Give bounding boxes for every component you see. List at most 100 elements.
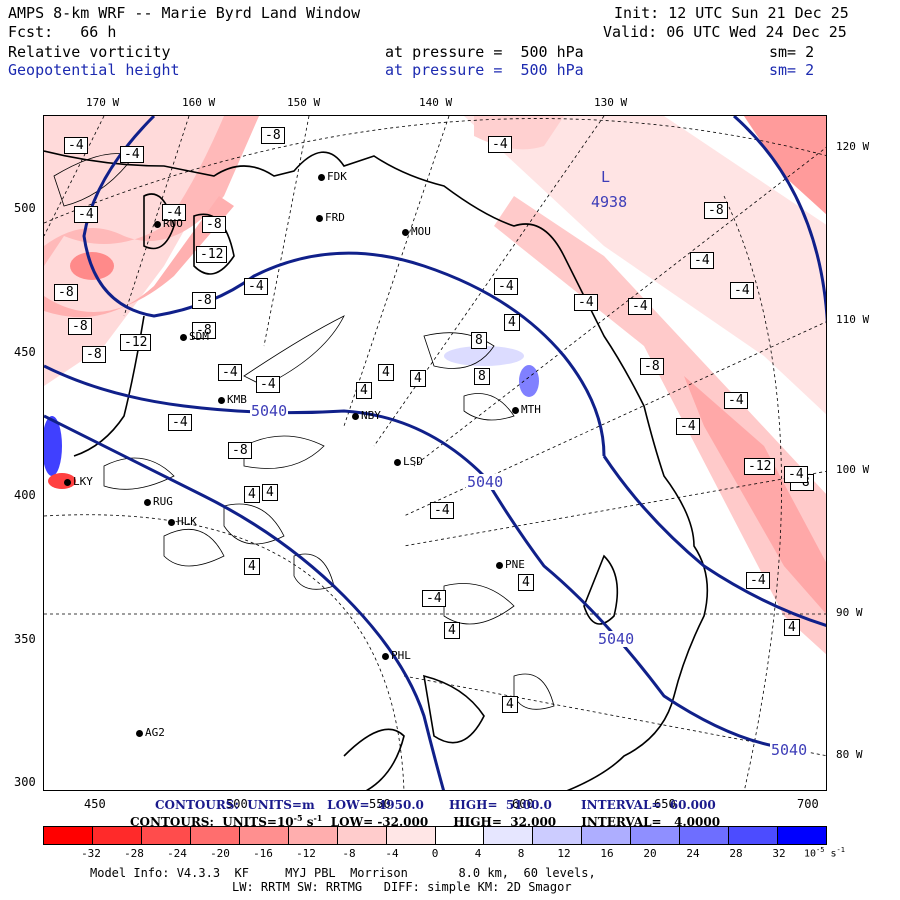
x-tick-650: 650 <box>654 797 676 811</box>
colorbar-segment <box>680 827 730 844</box>
y-tick-300: 300 <box>14 775 36 789</box>
x-tick-500: 500 <box>226 797 248 811</box>
vorticity-label: -12 <box>120 334 152 351</box>
map-title: AMPS 8-km WRF -- Marie Byrd Land Window <box>8 4 361 22</box>
lon-label-150w: 150 W <box>287 96 321 109</box>
vorticity-shade-east-strong <box>684 376 826 614</box>
vorticity-label: -4 <box>730 282 754 299</box>
vorticity-positive-core <box>519 365 539 397</box>
vorticity-label: -4 <box>244 278 268 295</box>
vorticity-label: -4 <box>628 298 652 315</box>
vorticity-label: -4 <box>64 137 88 154</box>
station-nby: NBY <box>352 410 381 421</box>
vorticity-contour-info: CONTOURS: UNITS=10-5 s-1 LOW= -32.000 HI… <box>130 813 721 829</box>
x-tick-550: 550 <box>369 797 391 811</box>
low-center-value: 4938 <box>591 193 628 211</box>
graticule <box>44 116 826 790</box>
height-label: 5040 <box>597 630 636 648</box>
vorticity-label: -4 <box>218 364 242 381</box>
vorticity-label: -4 <box>120 146 144 163</box>
vorticity-label: 4 <box>784 619 800 636</box>
vorticity-label: -4 <box>690 252 714 269</box>
station-kmb: KMB <box>218 394 247 405</box>
x-tick-600: 600 <box>512 797 534 811</box>
vorticity-shade-northeast-corner <box>744 116 826 215</box>
vorticity-label: 4 <box>244 558 260 575</box>
colorbar-label: 24 <box>686 847 700 860</box>
colorbar-segment <box>631 827 681 844</box>
colorbar-segment <box>484 827 534 844</box>
vorticity-label: -8 <box>640 358 664 375</box>
x-tick-700: 700 <box>797 797 819 811</box>
station-mth: MTH <box>512 404 541 415</box>
colorbar-segment <box>337 827 387 844</box>
station-hlk: HLK <box>168 516 197 527</box>
vorticity-label: -4 <box>746 572 770 589</box>
field2-name: Geopotential height <box>8 61 180 79</box>
vorticity-label: 4 <box>518 574 534 591</box>
field1-smoothing: sm= 2 <box>769 43 815 61</box>
vorticity-label: -8 <box>202 216 226 233</box>
station-fdk: FDK <box>318 171 347 182</box>
colorbar-label: 16 <box>600 847 614 860</box>
vorticity-label: -8 <box>704 202 728 219</box>
vorticity-label: -4 <box>784 466 808 483</box>
station-rug: RUG <box>144 496 173 507</box>
vorticity-label: -4 <box>488 136 512 153</box>
lon-label-80w: 80 W <box>836 748 863 761</box>
height-label: 5040 <box>466 473 505 491</box>
vorticity-label: 4 <box>262 484 278 501</box>
height-label: 5040 <box>250 402 289 420</box>
field1-level: at pressure = 500 hPa <box>385 43 584 61</box>
vorticity-label: 8 <box>474 368 490 385</box>
field2-smoothing: sm= 2 <box>769 61 815 79</box>
vorticity-label: 8 <box>471 332 487 349</box>
vorticity-label: 4 <box>502 696 518 713</box>
colorbar-segment <box>729 827 779 844</box>
colorbar-label: -32 <box>81 847 101 860</box>
vorticity-shade-northeast <box>464 116 826 415</box>
station-ag2: AG2 <box>136 727 165 738</box>
colorbar-label: 12 <box>557 847 571 860</box>
lon-label-160w: 160 W <box>182 96 216 109</box>
lon-label-130w: 130 W <box>594 96 628 109</box>
vorticity-label: -8 <box>228 442 252 459</box>
model-info-line2: LW: RRTM SW: RRTMG DIFF: simple KM: 2D S… <box>232 880 572 894</box>
colorbar-label: 32 <box>772 847 786 860</box>
colorbar <box>43 826 827 845</box>
station-lsd: LSD <box>394 456 423 467</box>
colorbar-segment <box>141 827 191 844</box>
vorticity-label: 4 <box>378 364 394 381</box>
colorbar-label: 20 <box>643 847 657 860</box>
colorbar-label: -20 <box>210 847 230 860</box>
station-mou: MOU <box>402 226 431 237</box>
forecast-hour: Fcst: 66 h <box>8 23 117 41</box>
vorticity-label: -8 <box>82 346 106 363</box>
vorticity-label: -4 <box>724 392 748 409</box>
colorbar-segment <box>92 827 142 844</box>
vorticity-label: -4 <box>494 278 518 295</box>
vorticity-shade-ribbon <box>44 196 234 318</box>
vorticity-label: -4 <box>168 414 192 431</box>
lon-label-120w: 120 W <box>836 140 870 153</box>
colorbar-label: -4 <box>385 847 399 860</box>
vorticity-label: -8 <box>261 127 285 144</box>
colorbar-label: -12 <box>296 847 316 860</box>
lon-label-170w: 170 W <box>86 96 120 109</box>
height-label: 5040 <box>770 741 809 759</box>
colorbar-segment <box>435 827 485 844</box>
field1-name: Relative vorticity <box>8 43 171 61</box>
lon-label-90w: 90 W <box>836 606 863 619</box>
vorticity-label: -4 <box>430 502 454 519</box>
vorticity-label: 4 <box>410 370 426 387</box>
vorticity-label: -12 <box>196 246 228 263</box>
colorbar-segment <box>288 827 338 844</box>
colorbar-segment <box>239 827 289 844</box>
y-tick-400: 400 <box>14 488 36 502</box>
vorticity-label: 4 <box>356 382 372 399</box>
vorticity-shade-west-strong <box>44 116 259 266</box>
valid-time: Valid: 06 UTC Wed 24 Dec 25 <box>603 23 847 41</box>
station-pne: PNE <box>496 559 525 570</box>
colorbar-label: 4 <box>474 847 482 860</box>
init-time: Init: 12 UTC Sun 21 Dec 25 <box>614 4 849 22</box>
